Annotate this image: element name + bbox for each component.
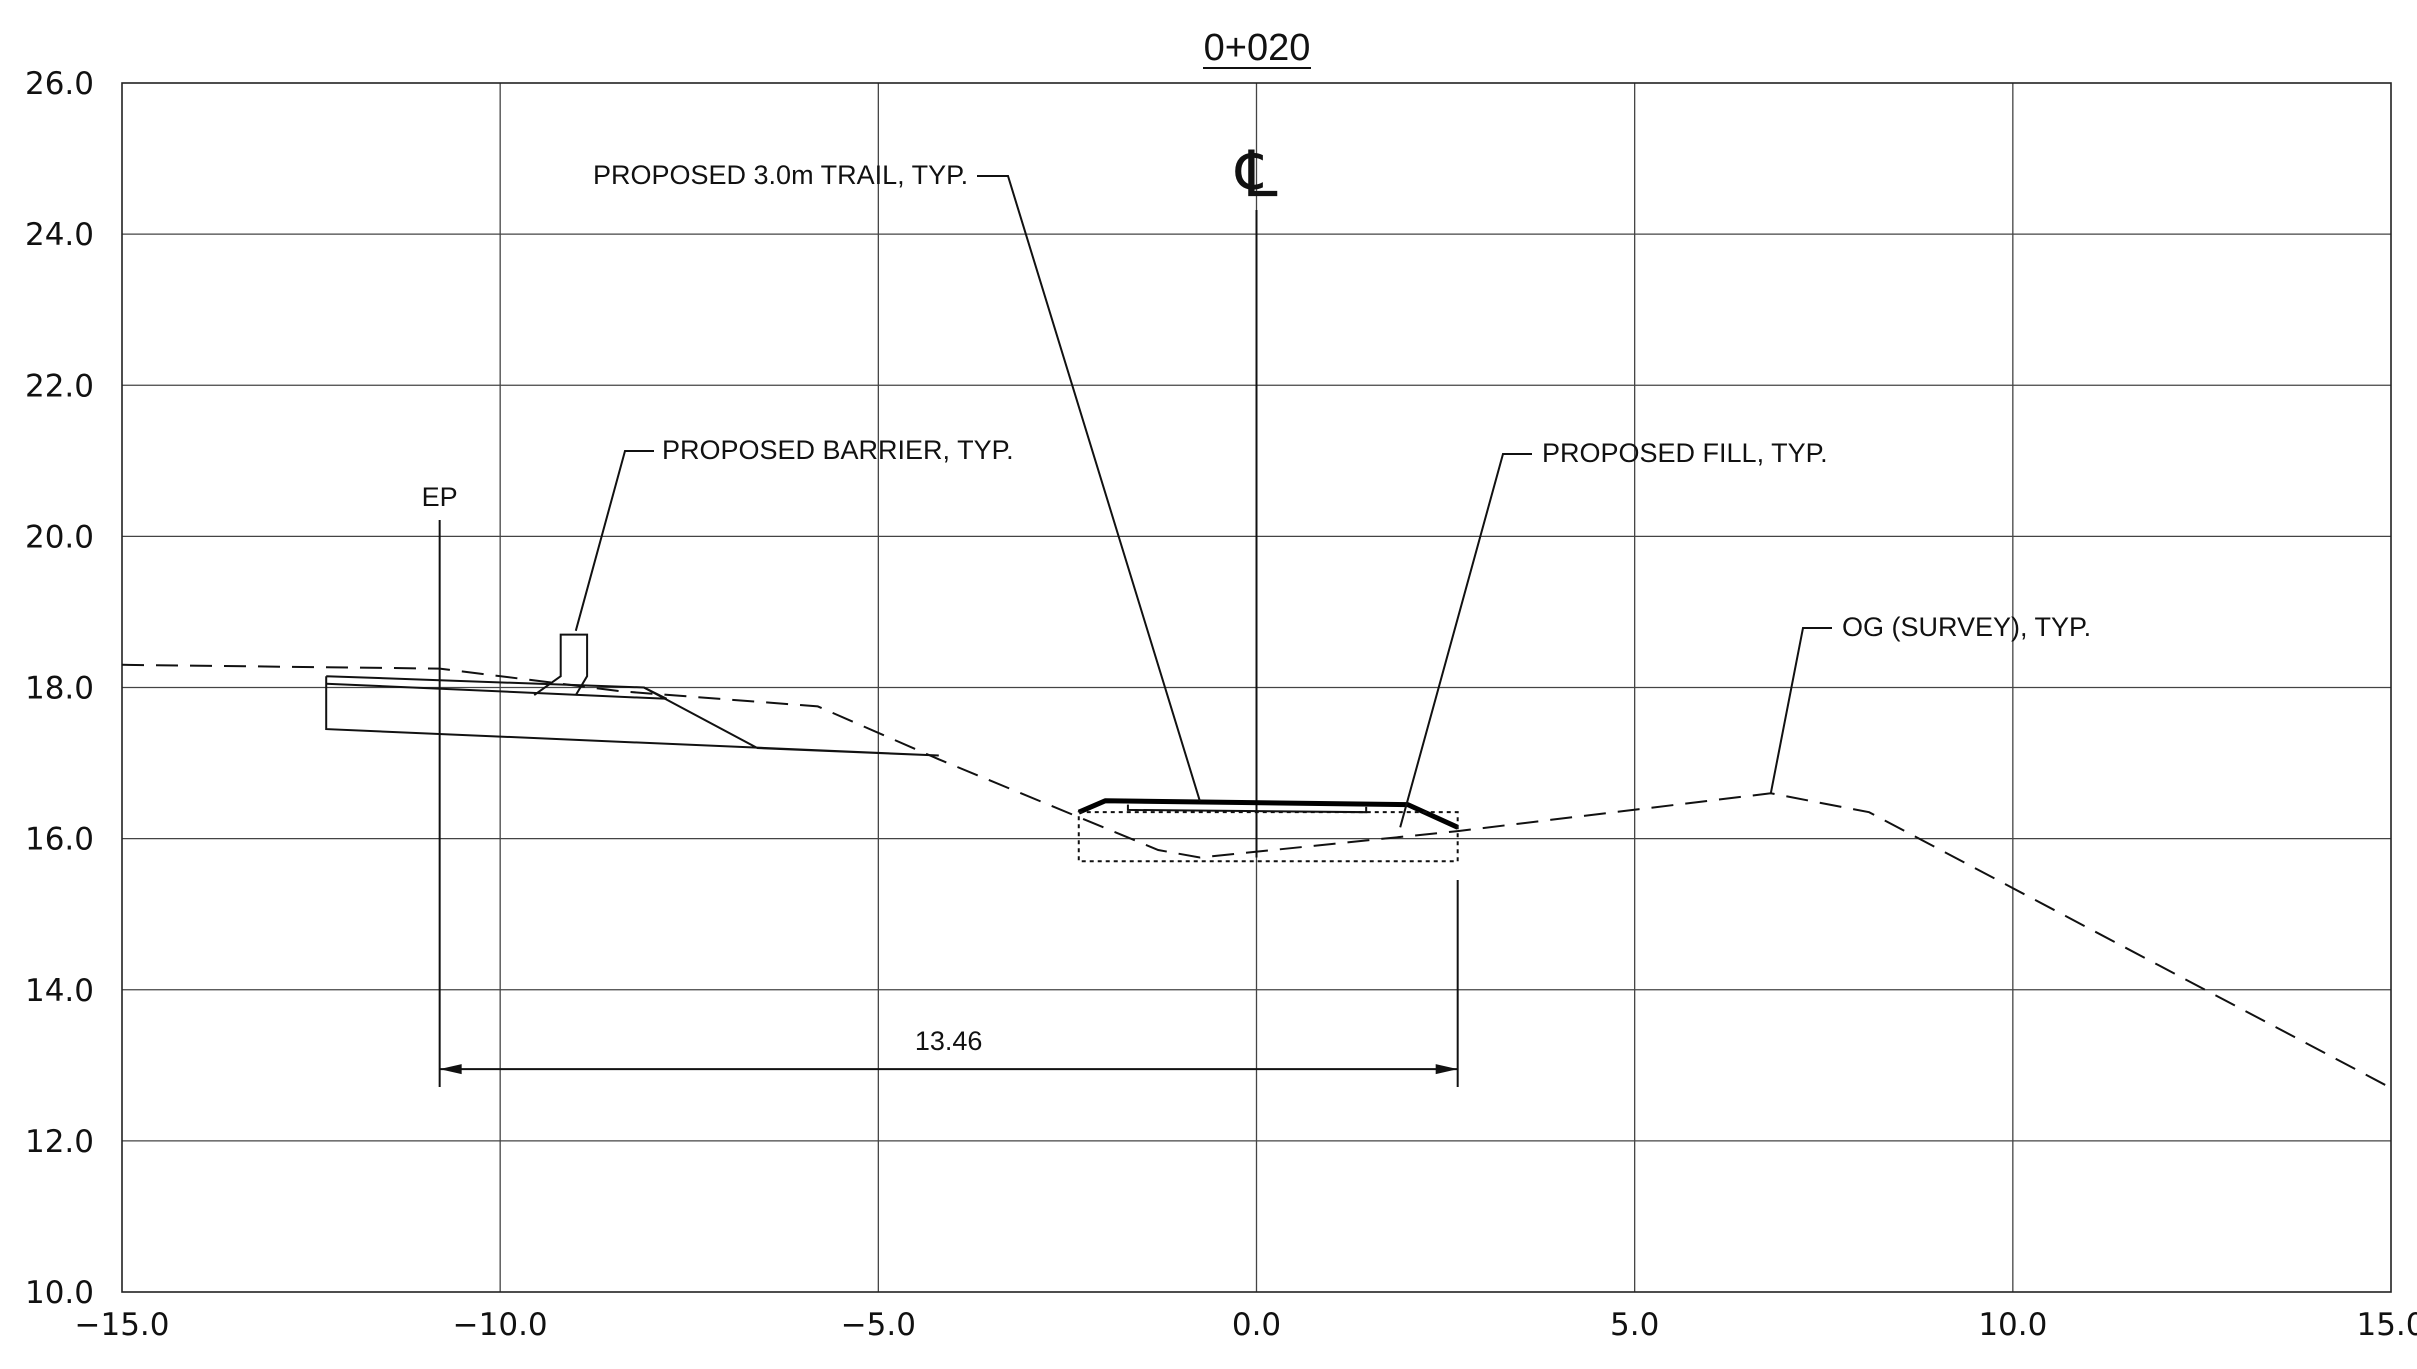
centerline-label: ℄ (1234, 138, 1277, 210)
trail-surface-line (1126, 804, 1368, 814)
series-proposed-barrier (533, 633, 589, 696)
series-og-survey (121, 663, 2392, 1089)
annotation-fill-text: PROPOSED FILL, TYP. (1542, 438, 1828, 468)
annotation-barrier-text: PROPOSED BARRIER, TYP. (662, 435, 1014, 465)
centerline-symbol: ℄ (1234, 138, 1277, 210)
series-proposed-fill (325, 675, 939, 757)
x-tick-label: 0.0 (1232, 1307, 1281, 1343)
trail-subbase (1077, 811, 1459, 863)
y-tick-label: 16.0 (25, 822, 94, 858)
dimension-arrow-left (439, 1064, 462, 1075)
dimension-label: 13.46 (915, 1026, 983, 1056)
x-tick-label: 10.0 (1978, 1307, 2047, 1343)
leader-fill (1399, 453, 1532, 828)
section-title: 0+020 (1204, 27, 1311, 69)
ep-label: EP (422, 482, 458, 512)
x-tick-label: 5.0 (1610, 1307, 1659, 1343)
leader-barrier (574, 450, 654, 632)
annotation-fill: PROPOSED FILL, TYP. (1399, 438, 1828, 828)
annotation-trail-text: PROPOSED 3.0m TRAIL, TYP. (593, 160, 968, 190)
annotation-og-text: OG (SURVEY), TYP. (1842, 612, 2091, 642)
series-proposed-3-0m-trail (1077, 798, 1459, 830)
dimension-group: 13.46 (439, 880, 1459, 1087)
plot-frame (121, 82, 2392, 1293)
y-tick-label: 18.0 (25, 671, 94, 707)
leader-og (1769, 627, 1832, 794)
y-tick-label: 14.0 (25, 973, 94, 1009)
y-tick-label: 10.0 (25, 1275, 94, 1311)
y-tick-label: 26.0 (25, 66, 94, 102)
x-tick-label: −10.0 (453, 1307, 548, 1343)
dimension-arrow-right (1435, 1064, 1458, 1075)
axis-ticks: −15.0 −10.0 −5.0 0.0 5.0 10.0 15.0 10.0 12.0 14.0… (25, 66, 2417, 1343)
annotations: PROPOSED 3.0m TRAIL, TYP. PROPOSED BARRI… (574, 160, 2091, 828)
x-tick-label: −5.0 (841, 1307, 916, 1343)
x-tick-label: 15.0 (2356, 1307, 2417, 1343)
y-tick-label: 24.0 (25, 217, 94, 253)
annotation-trail: PROPOSED 3.0m TRAIL, TYP. (593, 160, 1201, 802)
x-tick-label: −15.0 (75, 1307, 170, 1343)
section-geometry (121, 633, 2392, 1089)
series-pavement (326, 682, 668, 700)
annotation-barrier: PROPOSED BARRIER, TYP. (574, 435, 1014, 632)
y-tick-label: 20.0 (25, 519, 94, 555)
annotation-og: OG (SURVEY), TYP. (1769, 612, 2091, 794)
y-tick-label: 22.0 (25, 368, 94, 404)
leader-trail (977, 175, 1201, 802)
y-tick-label: 12.0 (25, 1124, 94, 1160)
